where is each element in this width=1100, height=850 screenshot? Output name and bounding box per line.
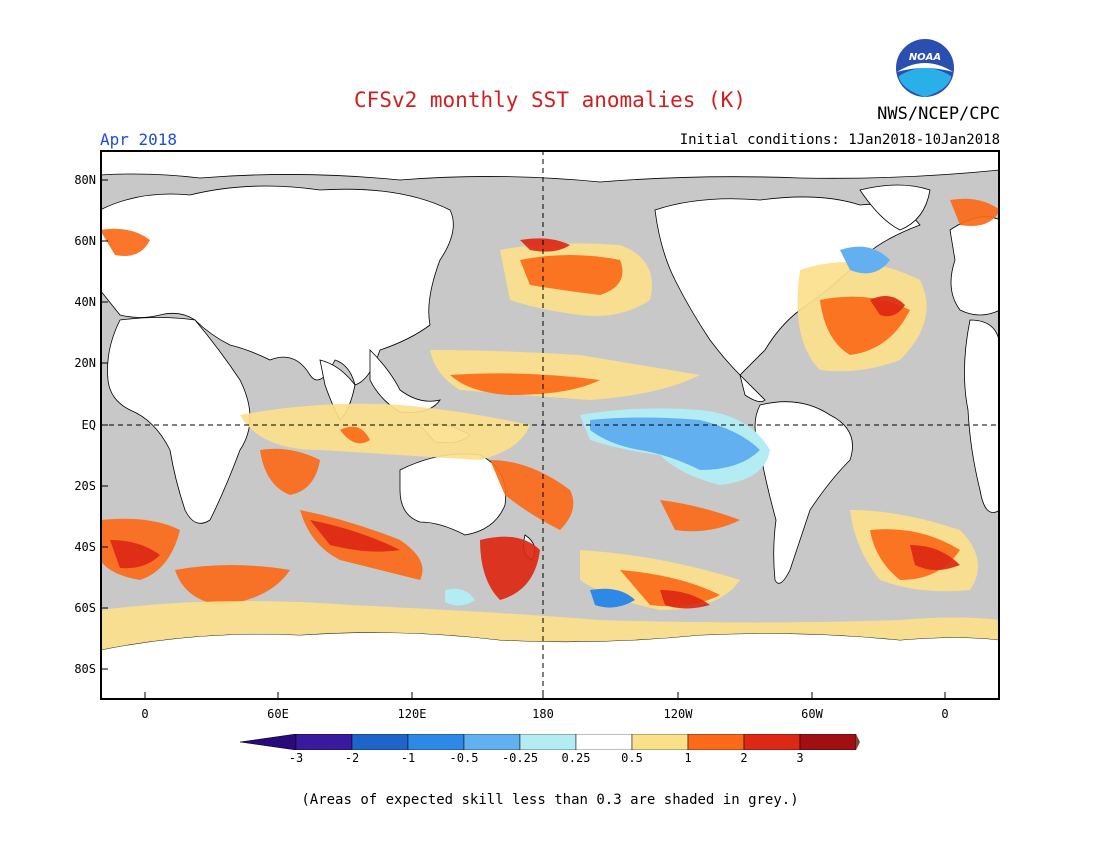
lat-label: 80S: [74, 662, 96, 676]
forecast-month: Apr 2018: [100, 130, 178, 149]
colorbar-cell: [351, 734, 409, 750]
colorbar-cell: [463, 734, 521, 750]
lat-label: 80N: [74, 173, 96, 187]
colorbar-label: 0.25: [561, 751, 591, 765]
initial-conditions: Initial conditions: 1Jan2018-10Jan2018: [679, 132, 1000, 148]
colorbar-over-arrow: [856, 734, 860, 750]
colorbar-under-arrow: [240, 734, 297, 750]
noaa-logo: NOAA: [896, 39, 954, 97]
sst-anomaly-map: [100, 150, 1000, 700]
colorbar-cell: [631, 734, 689, 750]
map-title: CFSv2 monthly SST anomalies (K): [354, 88, 746, 112]
lat-label: 20S: [74, 479, 96, 493]
colorbar-label: 0.5: [621, 751, 643, 765]
lat-label: 60N: [74, 234, 96, 248]
colorbar-label: -0.5: [449, 751, 479, 765]
lon-label: 120W: [663, 707, 693, 721]
colorbar-cell: [687, 734, 745, 750]
colorbar-label: -0.25: [501, 751, 539, 765]
colorbar-label: -1: [400, 751, 416, 765]
colorbar-cell: [407, 734, 465, 750]
lon-label: 60E: [267, 707, 289, 721]
cold-anomalies: [445, 246, 890, 608]
axis-ticks: [100, 179, 946, 700]
lon-label: 60W: [801, 707, 823, 721]
lat-label: 20N: [74, 356, 96, 370]
agency-label: NWS/NCEP/CPC: [877, 104, 1000, 124]
colorbar: [240, 734, 860, 750]
colorbar-cell: [743, 734, 801, 750]
lon-label: 120E: [397, 707, 427, 721]
lon-label: 180: [532, 707, 554, 721]
lat-label: 60S: [74, 601, 96, 615]
colorbar-label: -2: [344, 751, 360, 765]
lon-label: 0: [141, 707, 149, 721]
colorbar-label: 2: [740, 751, 748, 765]
footnote: (Areas of expected skill less than 0.3 a…: [301, 792, 799, 808]
colorbar-label: 1: [684, 751, 692, 765]
colorbar-cell: [575, 734, 633, 750]
colorbar-label: 3: [796, 751, 804, 765]
svg-text:NOAA: NOAA: [909, 52, 941, 63]
lat-label: 40N: [74, 295, 96, 309]
colorbar-cell: [799, 734, 857, 750]
land-masses: [100, 150, 1000, 700]
warm-anomalies: [100, 198, 1000, 650]
lon-label: 0: [941, 707, 949, 721]
lat-label: 40S: [74, 540, 96, 554]
lat-label: EQ: [81, 418, 96, 432]
colorbar-label: -3: [288, 751, 304, 765]
colorbar-cell: [519, 734, 577, 750]
colorbar-cell: [295, 734, 353, 750]
